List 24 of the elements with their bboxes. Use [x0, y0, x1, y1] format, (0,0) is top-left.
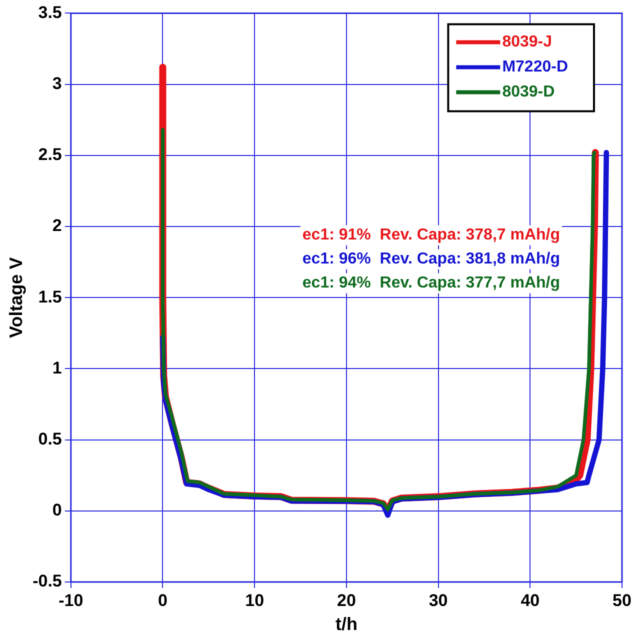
- x-tick-label: 50: [612, 590, 632, 610]
- y-tick-label: 3: [52, 74, 62, 93]
- annotation: ec1: 94% Rev. Capa: 377,7 mAh/g: [302, 274, 560, 292]
- y-tick-label: 1: [52, 358, 62, 378]
- x-tick-label: 10: [245, 590, 264, 610]
- x-tick-label: 30: [428, 590, 448, 610]
- y-tick-label: 0.5: [38, 429, 62, 448]
- y-tick-label: -0.5: [32, 572, 62, 591]
- legend-label: 8039-D: [502, 84, 555, 101]
- x-tick-label: 40: [520, 590, 540, 610]
- legend-label: M7220-D: [502, 58, 568, 76]
- x-tick-label: 0: [158, 590, 168, 610]
- y-tick-label: 2: [52, 216, 62, 236]
- y-tick-label: 0: [52, 500, 62, 520]
- x-axis-title: t/h: [335, 614, 358, 634]
- annotation: ec1: 91% Rev. Capa: 378,7 mAh/g: [302, 226, 560, 244]
- y-axis-title: Voltage V: [6, 257, 26, 338]
- y-tick-label: 2.5: [38, 145, 62, 164]
- x-tick-label: -10: [58, 590, 84, 610]
- annotation: ec1: 96% Rev. Capa: 381,8 mAh/g: [302, 250, 560, 268]
- y-tick-label: 3.5: [38, 2, 62, 22]
- y-tick-label: 1.5: [38, 287, 62, 306]
- legend-label: 8039-J: [502, 34, 552, 51]
- x-tick-label: 20: [336, 590, 356, 610]
